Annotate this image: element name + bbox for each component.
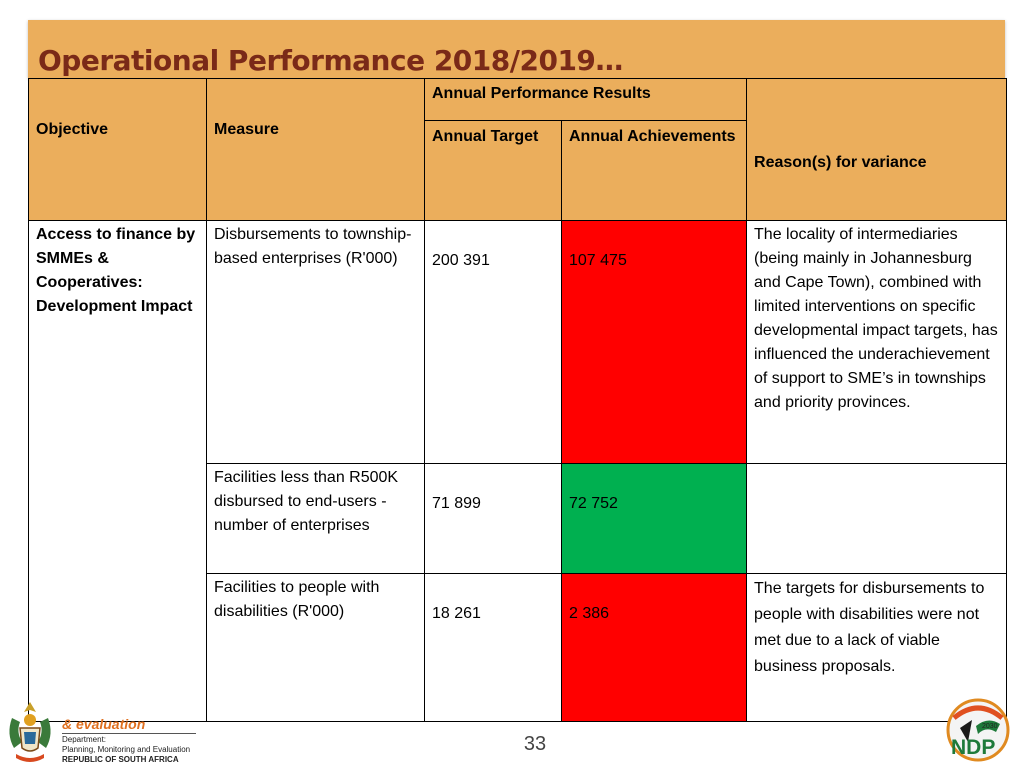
title-bar: Operational Performance 2018/2019… [28, 20, 1005, 78]
reason-cell: The locality of intermediaries (being ma… [746, 220, 1008, 464]
dept-line-2: Planning, Monitoring and Evaluation [62, 745, 191, 754]
target-cell: 200 391 [424, 220, 562, 464]
header-objective: Objective [28, 78, 207, 221]
header-reason-for-variance: Reason(s) for variance [746, 78, 1008, 221]
header-annual-performance-results: Annual Performance Results [423, 78, 748, 121]
ndp-year: 2030 [982, 723, 998, 730]
dept-line-3: REPUBLIC OF SOUTH AFRICA [62, 755, 179, 764]
ndp-logo-text: NDP [951, 736, 995, 759]
reason-cell [746, 463, 1008, 574]
reason-cell: The targets for disbursements to people … [746, 573, 1008, 722]
achievement-cell: 72 752 [560, 463, 748, 574]
measure-cell: Disbursements to township-based enterpri… [206, 220, 425, 464]
table-row: Facilities less than R500K disbursed to … [29, 463, 1008, 574]
measure-cell: Facilities to people with disabilities (… [206, 573, 425, 722]
header-annual-achievements: Annual Achievements [560, 120, 748, 221]
ndp-2030-logo-icon: 2030 NDP [946, 698, 1010, 767]
achievement-cell: 2 386 [560, 573, 748, 722]
page-title: Operational Performance 2018/2019… [38, 44, 623, 77]
header-row-1: Objective Measure Annual Performance Res… [28, 78, 1008, 221]
dept-tagline: & evaluation [62, 716, 146, 732]
performance-table: Objective Measure Annual Performance Res… [28, 78, 1008, 722]
footer-divider [62, 733, 196, 734]
header-annual-target: Annual Target [424, 120, 562, 221]
table-row: Facilities to people with disabilities (… [29, 573, 1008, 722]
achievement-cell: 107 475 [560, 220, 748, 464]
header-row-2: Annual Target Annual Achievements [29, 120, 1007, 221]
objective-cell: Access to finance by SMMEs & Cooperative… [28, 220, 207, 722]
header-measure: Measure [206, 78, 425, 221]
measure-cell: Facilities less than R500K disbursed to … [206, 463, 425, 574]
coat-of-arms-icon [9, 702, 51, 762]
department-footer: & evaluation Department: Planning, Monit… [0, 696, 200, 768]
table-row: Access to finance by SMMEs & Cooperative… [28, 220, 1008, 722]
page-number: 33 [523, 733, 547, 755]
dept-line-1: Department: [62, 735, 107, 744]
target-cell: 18 261 [424, 573, 562, 722]
target-cell: 71 899 [424, 463, 562, 574]
